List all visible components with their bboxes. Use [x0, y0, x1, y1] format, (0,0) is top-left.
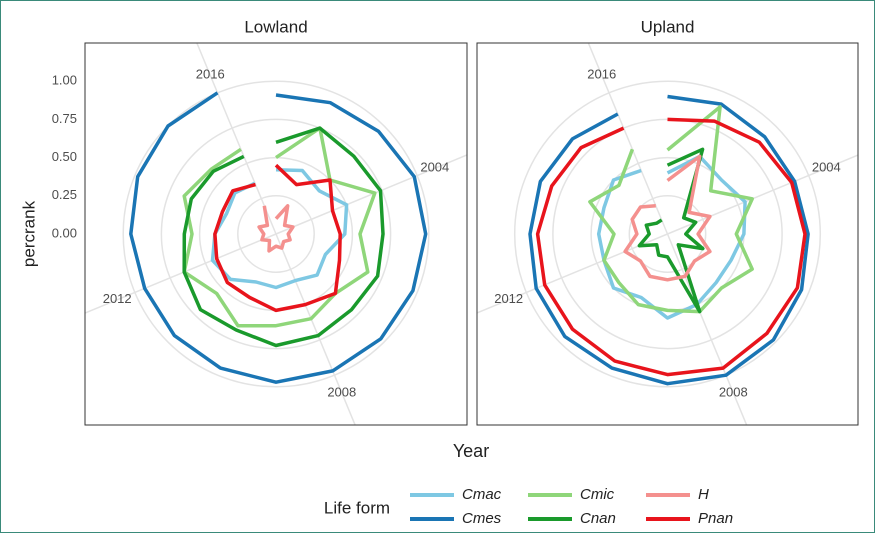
y-axis-label: percrank [19, 200, 38, 267]
legend-label: Cmes [462, 510, 502, 527]
x-tick-label: 2012 [103, 291, 132, 306]
x-tick-label: 2012 [494, 291, 523, 306]
y-tick-label: 0.00 [52, 225, 77, 240]
panel-title: Lowland [244, 17, 307, 36]
grid-circle [237, 195, 315, 273]
x-tick-label: 2016 [587, 67, 616, 82]
panel-frame [84, 42, 468, 426]
legend-label: Cnan [580, 510, 616, 527]
grid-spoke [477, 233, 668, 314]
grid-circle [513, 80, 822, 388]
y-tick-label: 1.00 [52, 73, 77, 88]
legend-label: Pnan [698, 510, 733, 527]
grid-spoke [667, 154, 858, 235]
grid-circle [122, 80, 430, 388]
grid-spoke [196, 43, 277, 235]
x-tick-label: 2004 [420, 160, 449, 175]
x-tick-label: 2008 [327, 384, 356, 399]
y-tick-label: 0.75 [52, 111, 77, 126]
series-line [257, 204, 295, 253]
x-axis-label: Year [453, 441, 489, 461]
panel [85, 43, 467, 425]
y-tick-label: 0.50 [52, 149, 77, 164]
grid-spoke [666, 233, 748, 425]
panel-frame [476, 42, 859, 426]
series-line [588, 105, 754, 314]
series-line [535, 117, 807, 377]
series-line [623, 154, 712, 282]
grid-spoke [587, 43, 669, 235]
panel-title: Upland [641, 17, 695, 36]
x-tick-label: 2008 [719, 384, 748, 399]
series-line [213, 163, 342, 313]
legend-label: H [698, 486, 709, 503]
y-tick-label: 0.25 [52, 187, 77, 202]
series-line [182, 126, 385, 348]
x-tick-label: 2016 [196, 67, 225, 82]
legend-label: Cmac [462, 486, 502, 503]
panel [477, 43, 858, 425]
grid-circle [628, 195, 707, 273]
legend-label: Cmic [580, 486, 615, 503]
x-tick-label: 2004 [812, 160, 841, 175]
grid-spoke [85, 233, 277, 314]
series-line [528, 94, 810, 386]
series-line [129, 91, 428, 384]
grid-spoke [275, 233, 356, 425]
series-line [637, 147, 705, 314]
grid-circle [160, 118, 392, 350]
legend-title: Life form [324, 498, 390, 517]
